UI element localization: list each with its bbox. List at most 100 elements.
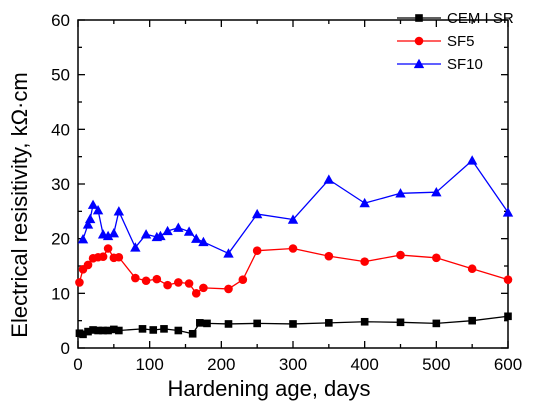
legend-label-cem-i-sr: CEM I SR: [447, 10, 514, 27]
data-point-sf5: [174, 278, 183, 287]
data-point-sf10: [102, 230, 114, 241]
data-point-cem-i-sr: [149, 326, 158, 334]
legend-marker-sf5: [414, 36, 424, 46]
data-point-sf10: [140, 229, 152, 239]
legend-item-cem-i-sr: CEM I SR: [397, 10, 514, 27]
data-point-sf5: [324, 251, 334, 261]
y-tick-label: 10: [51, 284, 70, 303]
data-point-sf5: [224, 284, 233, 294]
series-cem-i-sr: [75, 312, 512, 339]
data-point-sf5: [503, 275, 513, 284]
data-point-cem-i-sr: [104, 326, 112, 335]
y-tick-label: 50: [51, 66, 70, 85]
legend-marker-sf10: [413, 58, 425, 69]
data-point-sf5: [396, 250, 405, 260]
x-tick-label: 300: [279, 355, 307, 374]
x-tick-label: 0: [73, 355, 82, 374]
data-point-sf10: [84, 213, 96, 224]
data-point-sf10: [359, 197, 370, 208]
data-point-sf5: [467, 264, 477, 274]
data-point-sf10: [287, 214, 299, 224]
data-point-sf5: [163, 280, 172, 290]
y-tick-label: 60: [51, 11, 70, 30]
series-sf5: [75, 244, 513, 298]
data-point-cem-i-sr: [99, 326, 107, 335]
data-point-sf10: [323, 174, 335, 184]
y-tick-label: 40: [51, 120, 70, 139]
x-tick-label: 200: [207, 355, 235, 374]
data-point-sf10: [162, 225, 173, 236]
data-point-sf5: [288, 244, 298, 253]
data-point-sf5: [152, 274, 162, 284]
data-point-sf10: [155, 230, 166, 241]
legend-label-sf5: SF5: [447, 33, 475, 50]
plot-frame: [77, 19, 509, 349]
data-point-sf10: [466, 155, 478, 165]
legend-item-sf10: SF10: [397, 56, 483, 73]
y-axis-title: Electrical resisitivity, kΩ·cm: [7, 72, 32, 337]
data-point-sf10: [173, 222, 184, 232]
data-point-cem-i-sr: [188, 329, 197, 338]
legend-marker-cem-i-sr: [415, 14, 423, 22]
data-point-cem-i-sr: [138, 325, 147, 333]
data-point-cem-i-sr: [325, 319, 333, 327]
data-point-cem-i-sr: [396, 318, 405, 327]
data-point-sf10: [77, 234, 89, 244]
y-tick-label: 20: [51, 230, 70, 249]
data-point-sf10: [395, 188, 406, 198]
legend-item-sf5: SF5: [397, 33, 475, 50]
data-point-cem-i-sr: [432, 319, 441, 328]
data-point-sf10: [87, 199, 99, 209]
data-point-sf5: [98, 252, 108, 262]
data-point-sf10: [130, 242, 141, 252]
series-sf10: [77, 155, 514, 258]
x-tick-label: 500: [422, 355, 450, 374]
data-point-sf10: [198, 236, 209, 247]
data-point-sf5: [191, 289, 201, 298]
data-point-cem-i-sr: [504, 312, 512, 321]
data-point-sf10: [113, 206, 125, 216]
data-point-sf5: [360, 257, 369, 266]
data-point-cem-i-sr: [253, 319, 261, 328]
data-point-cem-i-sr: [196, 319, 204, 327]
data-point-sf5: [141, 276, 151, 286]
data-point-sf10: [431, 187, 442, 197]
x-tick-label: 100: [135, 355, 163, 374]
data-point-cem-i-sr: [203, 319, 211, 328]
data-point-sf5: [252, 246, 262, 255]
data-point-sf10: [191, 233, 202, 243]
data-point-sf5: [75, 278, 84, 287]
data-point-sf10: [502, 207, 514, 217]
x-axis-title: Hardening age, days: [167, 376, 370, 401]
data-point-sf5: [83, 260, 93, 270]
data-point-sf5: [114, 252, 124, 262]
data-point-sf10: [183, 226, 195, 236]
data-point-cem-i-sr: [89, 326, 97, 334]
data-point-cem-i-sr: [94, 326, 102, 335]
y-tick-label: 0: [61, 339, 70, 358]
data-point-cem-i-sr: [79, 330, 87, 339]
data-point-sf10: [108, 228, 120, 238]
data-point-sf10: [223, 248, 234, 258]
data-point-sf10: [251, 208, 263, 219]
data-point-cem-i-sr: [360, 317, 369, 326]
data-point-cem-i-sr: [174, 326, 183, 335]
series-line-sf5: [78, 247, 509, 294]
axes: 0 100 200 300 400 500 600 0 10 20 30 40 50 60: [51, 11, 522, 374]
data-point-cem-i-sr: [84, 327, 92, 336]
data-point-cem-i-sr: [160, 325, 168, 333]
data-point-cem-i-sr: [289, 320, 297, 328]
data-point-sf10: [92, 205, 104, 215]
legend-label-sf10: SF10: [447, 56, 483, 73]
data-point-cem-i-sr: [468, 316, 476, 325]
series-line-sf10: [82, 159, 509, 255]
data-point-sf5: [199, 283, 208, 293]
legend: CEM I SR SF5 SF10: [397, 10, 514, 73]
data-point-sf5: [103, 244, 113, 253]
series-layer: [75, 155, 514, 339]
data-point-sf5: [131, 273, 140, 283]
y-tick-label: 30: [51, 175, 70, 194]
x-tick-label: 400: [350, 355, 378, 374]
